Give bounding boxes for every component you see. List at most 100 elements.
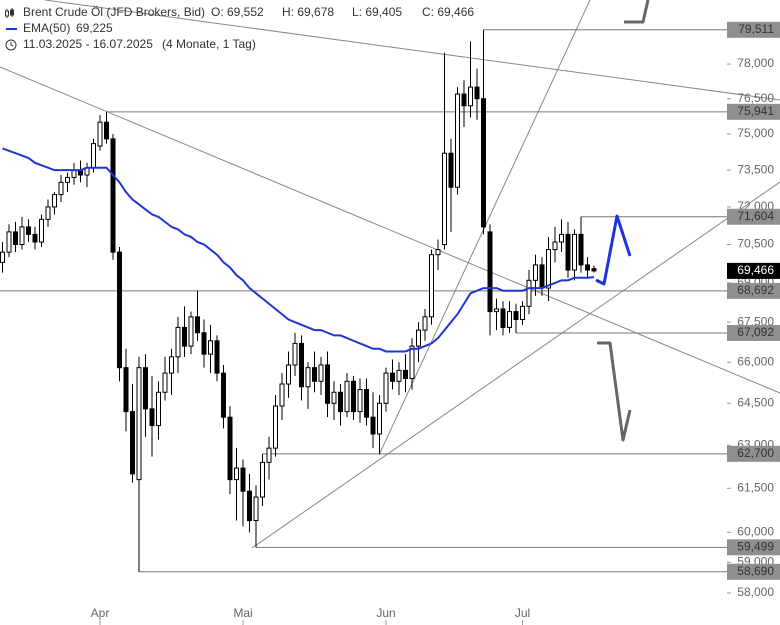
level-label-box — [727, 103, 780, 120]
candle-body — [39, 218, 44, 243]
x-tick-label: Apr — [91, 606, 110, 620]
candle-body — [110, 138, 116, 253]
candle-body — [104, 121, 109, 140]
y-tick-label: 70,500 — [737, 237, 774, 251]
plot — [0, 29, 727, 573]
period-note: (4 Monate, 1 Tag) — [162, 37, 256, 51]
level-label-box — [727, 282, 780, 299]
candle-body — [539, 264, 545, 289]
y-axis: 58,00059,00060,00061,50063,00064,50066,0… — [91, 21, 780, 625]
candle-body — [422, 316, 428, 331]
ema-line — [2, 147, 595, 353]
candle-body — [409, 345, 415, 380]
level-label: 58,690 — [737, 564, 774, 578]
candle-body — [396, 369, 402, 382]
legend-label: EMA(50) — [23, 21, 70, 35]
y-tick-label: 64,500 — [737, 395, 774, 409]
candle-body — [520, 305, 525, 321]
candle-body — [299, 342, 304, 388]
candle-body — [286, 364, 291, 385]
candle-body — [585, 264, 590, 271]
level-label-box — [727, 324, 780, 341]
candle-body — [312, 367, 317, 382]
candle-body — [58, 181, 64, 196]
candle-body — [513, 311, 519, 321]
candle-body — [403, 369, 408, 380]
candle-body — [507, 311, 512, 328]
price-label: 69,466 — [737, 263, 774, 277]
candle-body — [338, 391, 343, 413]
candle-body — [487, 231, 493, 313]
legend-value: 69,225 — [76, 21, 113, 35]
clock-icon — [5, 39, 17, 51]
level-label: 62,700 — [737, 446, 774, 460]
candle-body — [0, 251, 5, 263]
price-label-box — [727, 262, 780, 279]
candle-body — [455, 93, 460, 188]
trend-line — [251, 181, 780, 549]
candle-body — [130, 411, 135, 475]
candle-body — [182, 326, 187, 347]
projection-arrow — [624, 0, 650, 24]
candle-body — [526, 279, 532, 307]
projections — [595, 0, 650, 442]
candle-body — [494, 308, 499, 313]
candle-body — [546, 249, 551, 289]
x-tick-label: Mai — [233, 606, 252, 620]
level-label: 67,092 — [737, 325, 774, 339]
trend-line — [0, 66, 780, 394]
level-label-box — [727, 563, 780, 580]
level-label: 59,499 — [737, 540, 774, 554]
candle-body — [435, 249, 441, 256]
candle-body — [221, 372, 226, 418]
candle-body — [65, 176, 70, 183]
level-label: 79,511 — [738, 22, 774, 36]
candle-body — [136, 367, 142, 481]
level-label: 68,692 — [737, 283, 774, 297]
projection-arrow — [595, 214, 632, 286]
y-tick-label: 76,500 — [737, 91, 774, 105]
level-label: 75,941 — [737, 104, 774, 118]
trend-line — [378, 0, 591, 456]
candle-body — [234, 467, 239, 481]
candle-body — [188, 316, 194, 347]
candle-body — [390, 372, 395, 382]
y-tick-label: 61,500 — [737, 480, 774, 494]
candle-body — [32, 233, 38, 243]
y-tick-label: 67,500 — [737, 314, 774, 328]
candle-body — [383, 372, 389, 404]
candle-body — [377, 402, 382, 435]
candle-body — [123, 367, 129, 413]
candle-body — [474, 86, 480, 100]
y-tick-label: 78,000 — [737, 56, 774, 70]
candle-body — [260, 461, 265, 498]
candle-body — [45, 206, 51, 220]
candle-body — [552, 241, 558, 251]
candle-body — [97, 121, 103, 147]
candle-body — [195, 316, 200, 334]
level-label-box — [727, 445, 780, 462]
ohlc-label: H: 69,678 — [282, 5, 334, 19]
candle-body — [416, 329, 421, 347]
chart-title: Brent Crude Öl (JFD Brokers, Bid) — [23, 5, 205, 19]
x-tick-label: Jun — [376, 606, 395, 620]
candle-body — [559, 233, 564, 243]
level-label-box — [727, 208, 780, 225]
candle-body — [52, 194, 57, 208]
trend-line — [44, 0, 780, 101]
candle-body — [468, 86, 473, 107]
y-tick-label: 58,000 — [737, 585, 774, 599]
candle-body — [572, 233, 577, 271]
candle-body — [578, 233, 584, 266]
candle-body — [565, 233, 571, 271]
candle-body — [227, 416, 233, 481]
candle-body — [117, 251, 122, 369]
candle-body — [292, 342, 298, 366]
candle-body — [429, 254, 434, 318]
y-tick-label: 75,000 — [737, 126, 774, 140]
candle-body — [143, 367, 148, 410]
legend: Brent Crude Öl (JFD Brokers, Bid) O: 69,… — [5, 5, 474, 51]
candle-body — [500, 308, 506, 328]
candle-body — [240, 467, 246, 492]
